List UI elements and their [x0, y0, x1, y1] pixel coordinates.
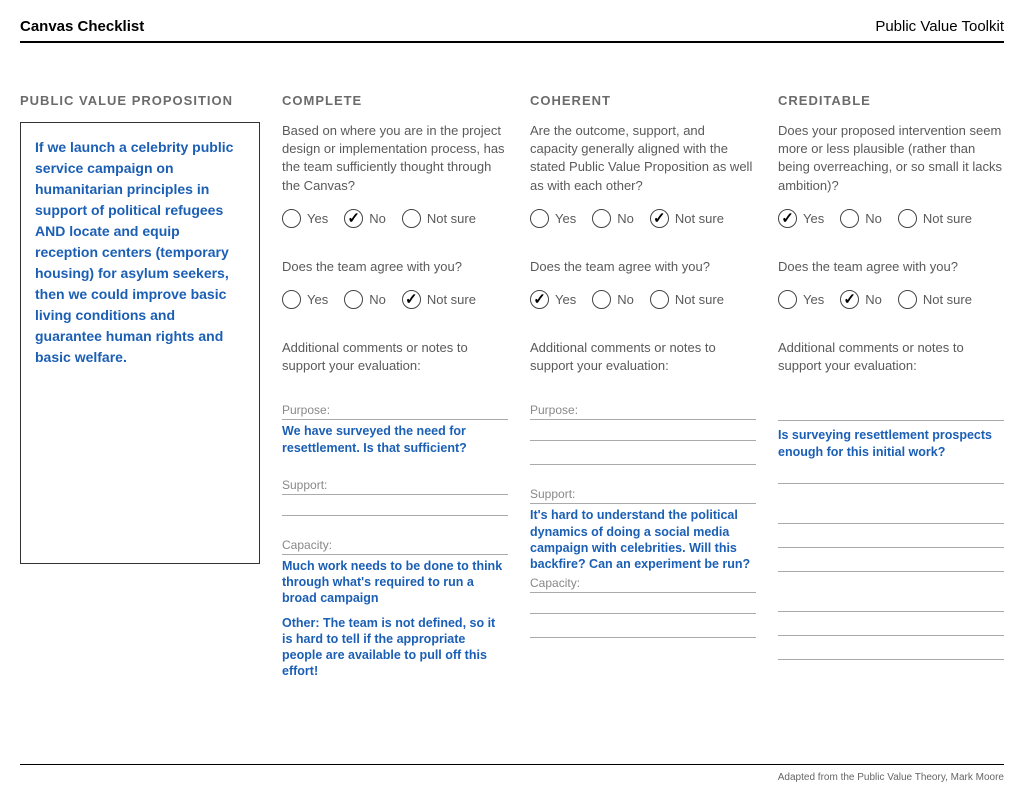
coherent-q2-no[interactable]: No: [592, 290, 634, 309]
complete-purpose-field: Purpose: We have surveyed the need for r…: [282, 403, 508, 456]
coherent-capacity-field: Capacity:: [530, 576, 756, 638]
complete-q2-no[interactable]: No: [344, 290, 386, 309]
complete-q1-no[interactable]: ✓No: [344, 209, 386, 228]
coherent-comments-label: Additional comments or notes to support …: [530, 339, 756, 375]
proposition-box: If we launch a celebrity public service …: [20, 122, 260, 564]
creditable-q1-notsure[interactable]: Not sure: [898, 209, 972, 228]
coherent-q2-notsure[interactable]: Not sure: [650, 290, 724, 309]
complete-q2: Does the team agree with you?: [282, 258, 508, 276]
complete-capacity-note: Much work needs to be done to think thro…: [282, 558, 508, 607]
creditable-blank-2: [778, 506, 1004, 572]
proposition-text: If we launch a celebrity public service …: [35, 137, 245, 368]
coherent-q2: Does the team agree with you?: [530, 258, 756, 276]
complete-q1-notsure[interactable]: Not sure: [402, 209, 476, 228]
complete-q1: Based on where you are in the project de…: [282, 122, 508, 195]
coherent-q1-no[interactable]: No: [592, 209, 634, 228]
creditable-general-field: Is surveying resettlement prospects enou…: [778, 403, 1004, 484]
complete-q2-notsure[interactable]: ✓Not sure: [402, 290, 476, 309]
creditable-general-note: Is surveying resettlement prospects enou…: [778, 427, 1004, 460]
creditable-q2-options: Yes ✓No Not sure: [778, 290, 1004, 309]
coherent-purpose-field: Purpose:: [530, 403, 756, 465]
complete-comments-label: Additional comments or notes to support …: [282, 339, 508, 375]
complete-capacity-field: Capacity: Much work needs to be done to …: [282, 538, 508, 680]
complete-q1-yes[interactable]: Yes: [282, 209, 328, 228]
complete-q1-options: Yes ✓No Not sure: [282, 209, 508, 228]
page-title-right: Public Value Toolkit: [875, 18, 1004, 35]
creditable-blank-3: [778, 594, 1004, 660]
complete-other-note: Other: The team is not defined, so it is…: [282, 615, 508, 680]
creditable-q1-options: ✓Yes No Not sure: [778, 209, 1004, 228]
coherent-q2-options: ✓Yes No Not sure: [530, 290, 756, 309]
creditable-q1-no[interactable]: No: [840, 209, 882, 228]
creditable-comments-label: Additional comments or notes to support …: [778, 339, 1004, 375]
coherent-support-field: Support: It's hard to understand the pol…: [530, 487, 756, 572]
creditable-q1-yes[interactable]: ✓Yes: [778, 209, 824, 228]
complete-q2-options: Yes No ✓Not sure: [282, 290, 508, 309]
coherent-q2-yes[interactable]: ✓Yes: [530, 290, 576, 309]
page-title-left: Canvas Checklist: [20, 18, 144, 35]
creditable-q2: Does the team agree with you?: [778, 258, 1004, 276]
complete-support-field: Support:: [282, 478, 508, 516]
complete-purpose-note: We have surveyed the need for resettleme…: [282, 423, 508, 456]
complete-q2-yes[interactable]: Yes: [282, 290, 328, 309]
proposition-header: PUBLIC VALUE PROPOSITION: [20, 93, 260, 108]
proposition-column: PUBLIC VALUE PROPOSITION If we launch a …: [20, 93, 260, 702]
complete-column: COMPLETE Based on where you are in the p…: [282, 93, 508, 702]
creditable-column: CREDITABLE Does your proposed interventi…: [778, 93, 1004, 702]
main-grid: PUBLIC VALUE PROPOSITION If we launch a …: [20, 93, 1004, 702]
coherent-q1-yes[interactable]: Yes: [530, 209, 576, 228]
coherent-q1: Are the outcome, support, and capacity g…: [530, 122, 756, 195]
creditable-header: CREDITABLE: [778, 93, 1004, 108]
creditable-q1: Does your proposed intervention seem mor…: [778, 122, 1004, 195]
coherent-column: COHERENT Are the outcome, support, and c…: [530, 93, 756, 702]
creditable-q2-notsure[interactable]: Not sure: [898, 290, 972, 309]
creditable-q2-yes[interactable]: Yes: [778, 290, 824, 309]
complete-header: COMPLETE: [282, 93, 508, 108]
header-bar: Canvas Checklist Public Value Toolkit: [20, 18, 1004, 43]
coherent-support-note: It's hard to understand the political dy…: [530, 507, 756, 572]
coherent-header: COHERENT: [530, 93, 756, 108]
creditable-q2-no[interactable]: ✓No: [840, 290, 882, 309]
footer-credit: Adapted from the Public Value Theory, Ma…: [778, 772, 1004, 783]
coherent-q1-options: Yes No ✓Not sure: [530, 209, 756, 228]
footer-rule: [20, 764, 1004, 765]
coherent-q1-notsure[interactable]: ✓Not sure: [650, 209, 724, 228]
